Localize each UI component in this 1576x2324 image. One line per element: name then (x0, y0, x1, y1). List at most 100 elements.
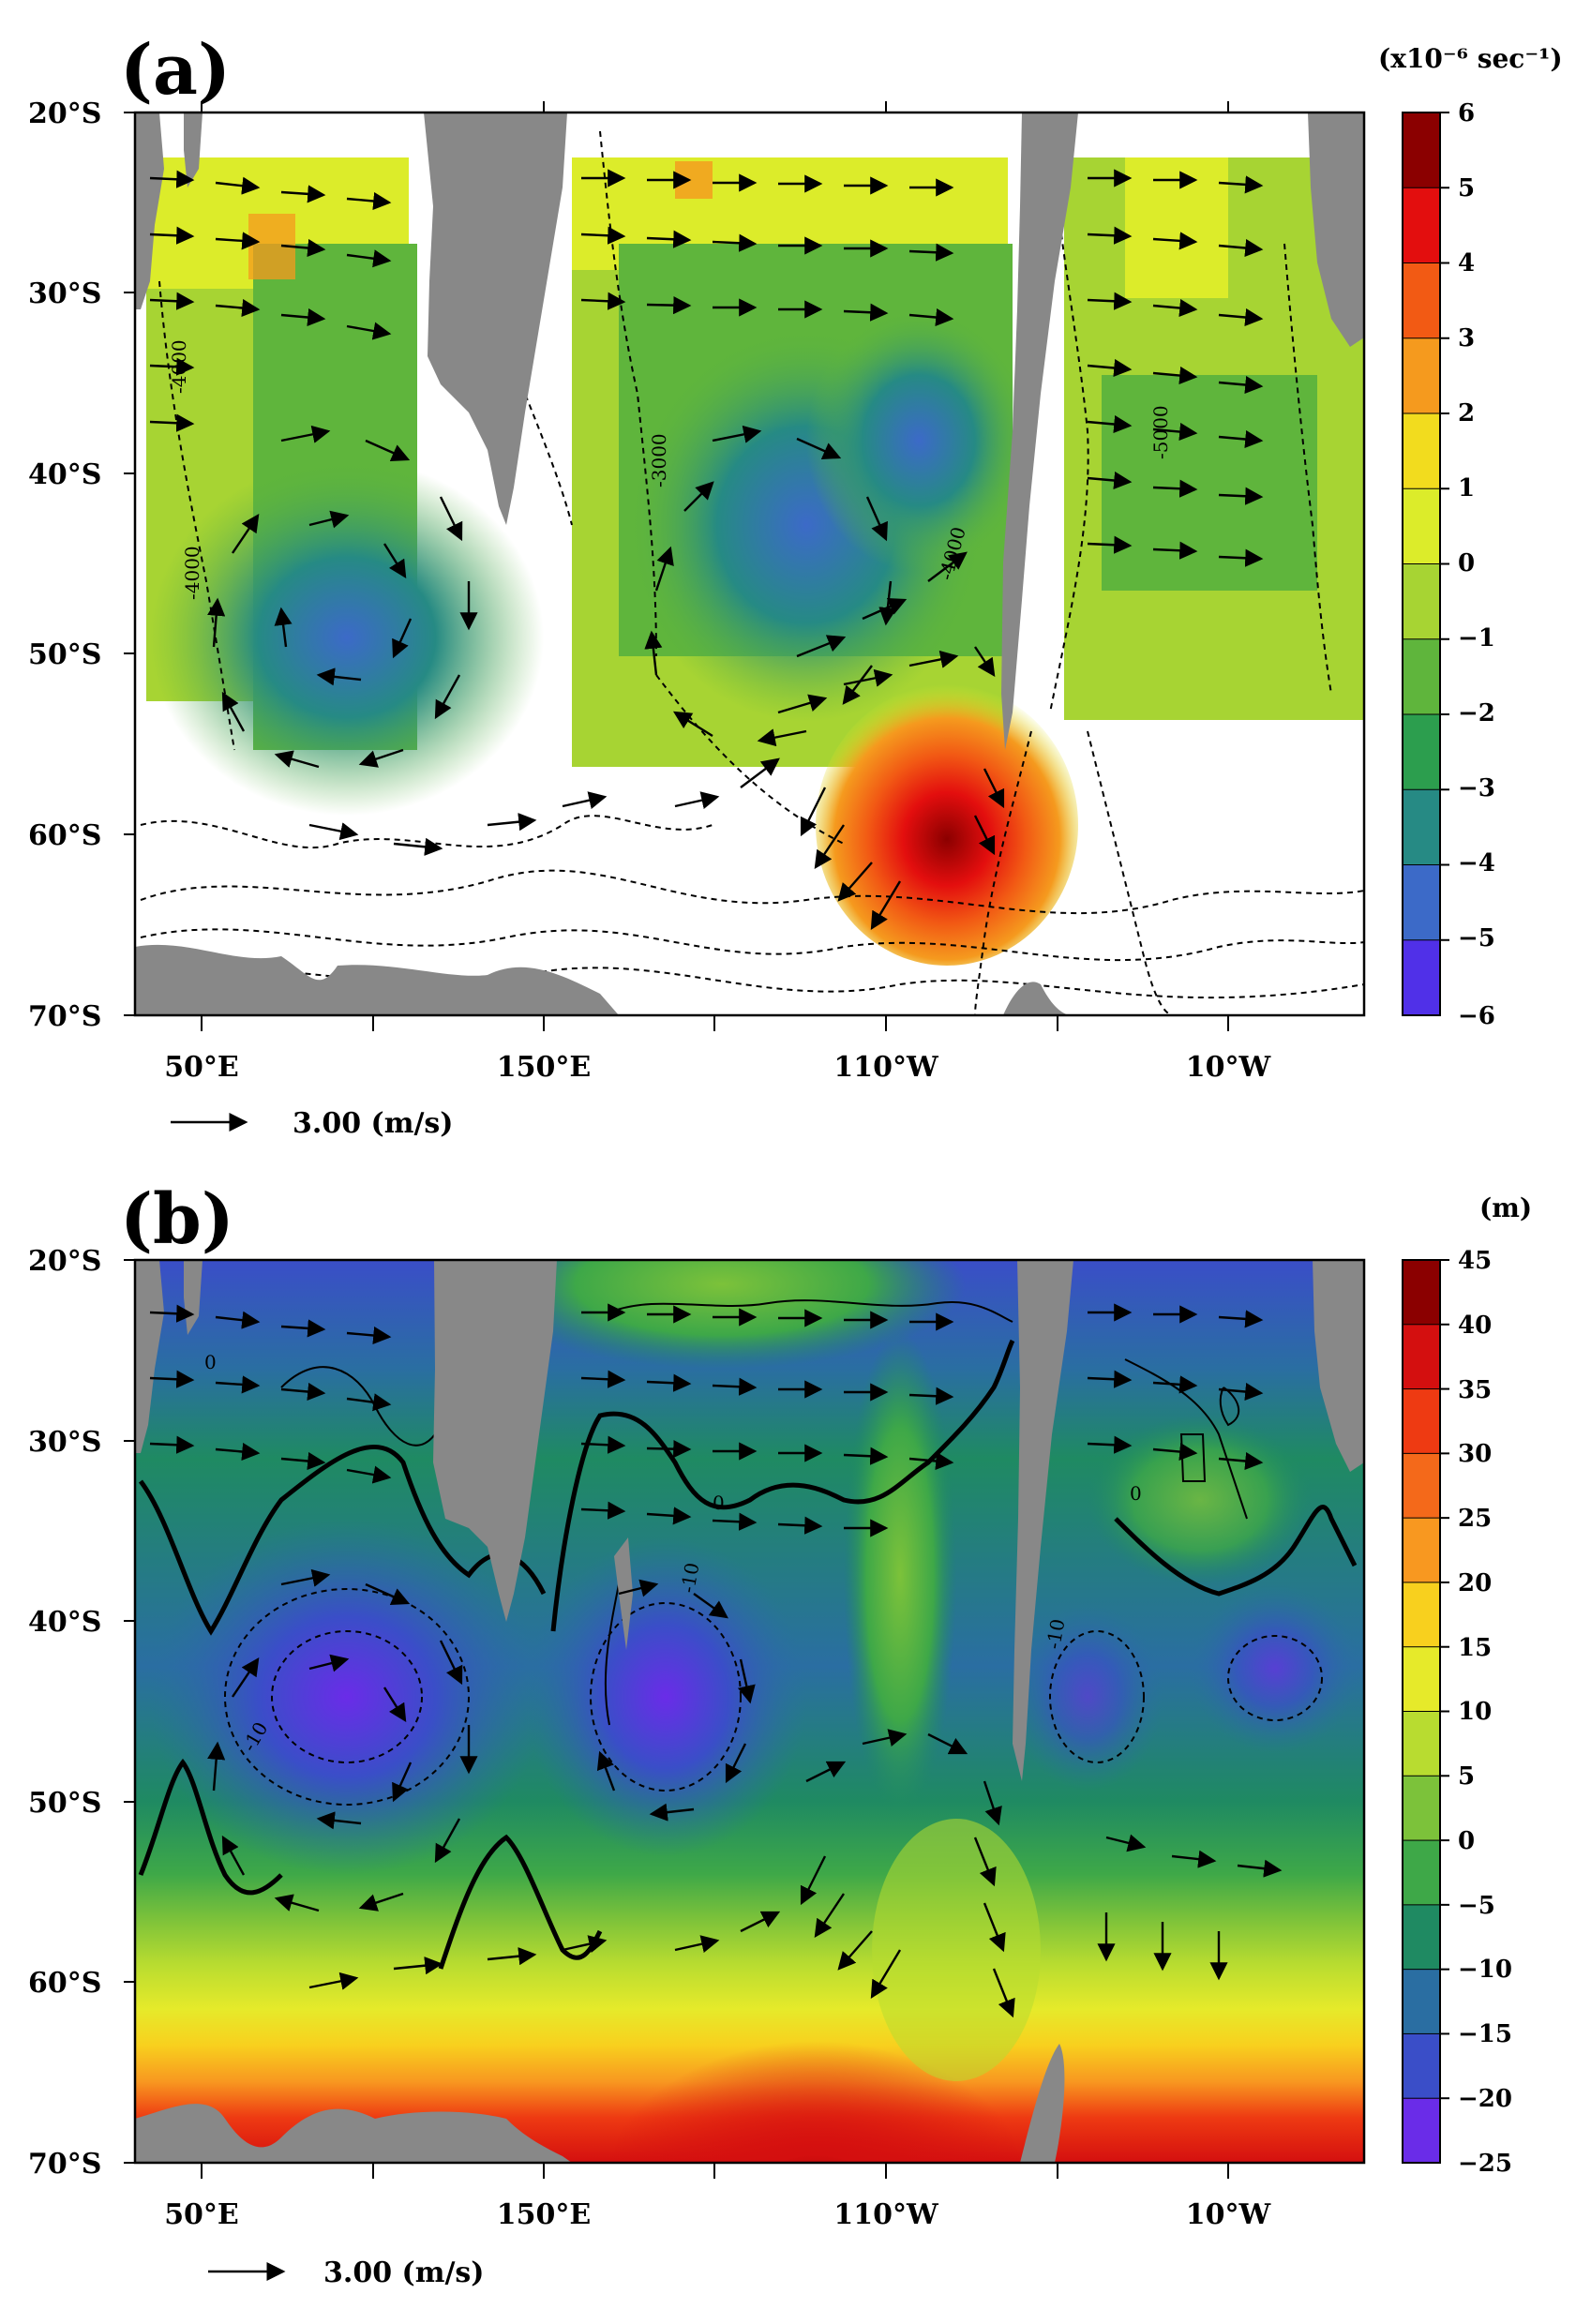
panel-b-colorbar-swatches (1402, 1259, 1449, 2165)
panel-b-contour-label: -10 (1042, 1617, 1069, 1651)
panel-a-lat-label: 20°S (28, 97, 101, 130)
panel-b-cb-label: −5 (1458, 1892, 1495, 1920)
panel-a-label: (a) (120, 30, 231, 111)
panel-b-lat-label: 30°S (28, 1426, 101, 1459)
panel-a-cb-label: −2 (1458, 699, 1495, 727)
panel-b-colorbar-swatch (1402, 1324, 1441, 1390)
panel-a-colorbar-swatch (1402, 112, 1441, 189)
panel-a-colorbar-swatch (1402, 487, 1441, 565)
panel-b-colorbar-swatch (1402, 1517, 1441, 1583)
panel-b-contour-label: 0 (1130, 1482, 1142, 1505)
panel-b-cb-label: −25 (1458, 2150, 1512, 2178)
panel-a-cb-label: 5 (1458, 174, 1475, 202)
panel-a-lat-label: 70°S (28, 1000, 101, 1033)
panel-a-lon-label: 10°W (1186, 1051, 1272, 1084)
panel-a-cb-label: 3 (1458, 324, 1475, 352)
panel-a-lat-label: 50°S (28, 638, 101, 671)
panel-a-cb-label: 4 (1458, 249, 1475, 277)
panel-a-ref-label: 3.00 (m/s) (293, 1107, 454, 1140)
panel-b-ticks (124, 1259, 1229, 2179)
panel-b-lon-label: 150°E (497, 2198, 592, 2231)
panel-b-lat-label: 50°S (28, 1787, 101, 1820)
panel-b-contour-label: 0 (204, 1351, 217, 1373)
panel-a-units: (x10⁻⁶ sec⁻¹) (1378, 43, 1563, 74)
panel-a-contour-label: -3000 (648, 433, 670, 487)
panel-b-lon-label: 10°W (1186, 2198, 1272, 2231)
panel-a-cb-label: −1 (1458, 624, 1495, 652)
panel-a-colorbar-labels: 6 5 4 3 2 1 0 −1 −2 −3 −4 −5 −6 (1458, 99, 1495, 1030)
panel-b-label: (b) (120, 1179, 234, 1260)
panel-b-colorbar-labels: 45 40 35 30 25 20 15 10 5 0 −5 −10 −15 −… (1458, 1247, 1512, 2178)
panel-b-colorbar-frame (1402, 1259, 1441, 2164)
panel-b-colorbar-swatch (1402, 2032, 1441, 2100)
panel-b-units: (m) (1479, 1192, 1532, 1223)
panel-a-contour-label: -5000 (1149, 405, 1172, 459)
panel-a-colorbar-swatch (1402, 262, 1441, 339)
panel-a-cb-label: −6 (1458, 1002, 1495, 1030)
panel-a-contour-label: -4000 (181, 546, 203, 600)
panel-a-lat-label: 40°S (28, 458, 101, 491)
panel-b: (b) (m) (28, 1179, 1532, 2289)
panel-a-wind-vectors (149, 169, 1264, 931)
panel-b-wind-vectors (149, 1303, 1283, 2018)
panel-b-colorbar-swatch (1402, 1839, 1441, 1906)
panel-b-cb-label: −20 (1458, 2085, 1512, 2113)
panel-b-colorbar: 45 40 35 30 25 20 15 10 5 0 −5 −10 −15 −… (1402, 1247, 1512, 2178)
panel-a-colorbar-swatch (1402, 187, 1441, 264)
panel-a-lon-label: 110°W (833, 1051, 939, 1084)
panel-b-colorbar-swatch (1402, 1582, 1441, 1648)
panel-b-colorbar-swatch (1402, 1388, 1441, 1455)
panel-a-lon-label: 50°E (164, 1051, 239, 1084)
panel-b-frame (133, 1258, 1366, 2165)
panel-a-map: -4000 -3000 -5000 -4000 -4000 (135, 112, 1364, 1015)
panel-a-cb-label: −3 (1458, 774, 1495, 802)
panel-b-cb-label: −15 (1458, 2020, 1512, 2048)
panel-b-cb-label: 10 (1458, 1698, 1492, 1726)
panel-b-cb-label: 0 (1458, 1827, 1475, 1855)
panel-a-colorbar-swatch (1402, 864, 1441, 941)
panel-a-cb-label: 0 (1458, 549, 1475, 577)
panel-a-colorbar-swatch (1402, 788, 1441, 866)
panel-b-cb-label: 35 (1458, 1376, 1492, 1404)
panel-a-colorbar-swatch (1402, 939, 1441, 1016)
panel-a-lat-label: 60°S (28, 819, 101, 852)
panel-b-zero-contours (138, 1339, 1358, 1970)
panel-b-contour-label: -10 (676, 1561, 703, 1595)
panel-b-lon-label: 110°W (833, 2198, 939, 2231)
panel-a-cb-label: −5 (1458, 924, 1495, 952)
panel-b-colorbar-swatch (1402, 1904, 1441, 1971)
panel-a-cb-label: 6 (1458, 99, 1475, 127)
panel-b-contour-label: 0 (713, 1492, 725, 1514)
panel-a-frame (133, 111, 1366, 1017)
panel-a-lon-label: 150°E (497, 1051, 592, 1084)
panel-a-colorbar: 6 5 4 3 2 1 0 −1 −2 −3 −4 −5 −6 (1402, 99, 1495, 1030)
panel-b-cb-label: 5 (1458, 1762, 1475, 1791)
panel-a-colorbar-swatch (1402, 412, 1441, 490)
panel-a-colorbar-swatch (1402, 713, 1441, 791)
panel-a-colorbar-swatch (1402, 563, 1441, 640)
panel-b-lat-label: 70°S (28, 2148, 101, 2181)
panel-b-colorbar-swatch (1402, 1711, 1441, 1777)
panel-b-colorbar-swatch (1402, 2097, 1441, 2165)
panel-b-cb-label: 30 (1458, 1440, 1492, 1468)
panel-a-cb-label: 2 (1458, 399, 1475, 427)
panel-b-colorbar-swatch (1402, 1775, 1441, 1842)
panel-a-cb-label: −4 (1458, 849, 1495, 877)
panel-b-map: 0 0 0 -10 -10 -10 (135, 1260, 1364, 2163)
panel-b-cb-label: 25 (1458, 1505, 1492, 1533)
panel-b-colorbar-swatch (1402, 1646, 1441, 1713)
panel-b-lat-label: 60°S (28, 1967, 101, 2000)
panel-b-cb-label: 45 (1458, 1247, 1492, 1275)
panel-a-cb-label: 1 (1458, 474, 1475, 502)
panel-b-land (135, 1260, 1364, 2163)
panel-b-lat-label: 20°S (28, 1245, 101, 1278)
panel-a-land (135, 112, 1364, 1015)
panel-b-ref-label: 3.00 (m/s) (323, 2257, 485, 2289)
panel-b-colorbar-swatch (1402, 1452, 1441, 1520)
panel-b-cb-label: 20 (1458, 1569, 1492, 1597)
panel-a: (a) (x10⁻⁶ sec⁻¹) (28, 30, 1563, 1140)
panel-a-ticks (124, 101, 1229, 1031)
panel-a-colorbar-frame (1402, 112, 1441, 1016)
panel-b-cb-label: 15 (1458, 1634, 1492, 1662)
